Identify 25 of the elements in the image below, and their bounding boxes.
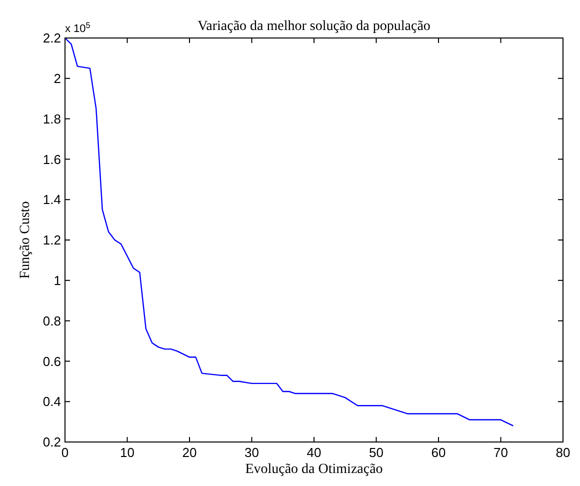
x-tick-label: 70 [494, 445, 508, 460]
x-tick-label: 40 [306, 445, 322, 460]
x-tick-label: 20 [182, 445, 197, 460]
x-tick-label: 0 [61, 445, 69, 460]
y-tick-label: 0.2 [42, 434, 61, 450]
x-tick-label: 50 [369, 445, 384, 460]
y-tick-label: 2.2 [42, 30, 61, 46]
y-tick-label: 1.6 [42, 152, 61, 167]
y-tick-label: 1.8 [42, 111, 61, 126]
y-tick-label: 1.4 [42, 192, 61, 208]
line-series [64, 37, 514, 426]
y-tick-label: 0.4 [42, 394, 61, 410]
y-tick-label: 1.2 [42, 232, 61, 248]
y-tick-label: 1 [54, 272, 61, 288]
text: x 10$^{5}$ [65, 20, 91, 35]
x-tick-label: 80 [556, 445, 570, 460]
x-tick-label: 10 [120, 445, 134, 460]
y-tick-label: 0.8 [42, 313, 61, 328]
chart-title: Variação da melhor solução da população [198, 19, 430, 34]
y-axis-title: Função Custo [18, 201, 33, 279]
x-tick-label: 60 [431, 445, 446, 460]
x-tick-label: 30 [244, 445, 259, 460]
y-tick-label: 0.6 [42, 354, 61, 369]
x-axis-title: Evolução da Otimização [245, 462, 383, 477]
y-tick-label: 2 [54, 70, 61, 86]
